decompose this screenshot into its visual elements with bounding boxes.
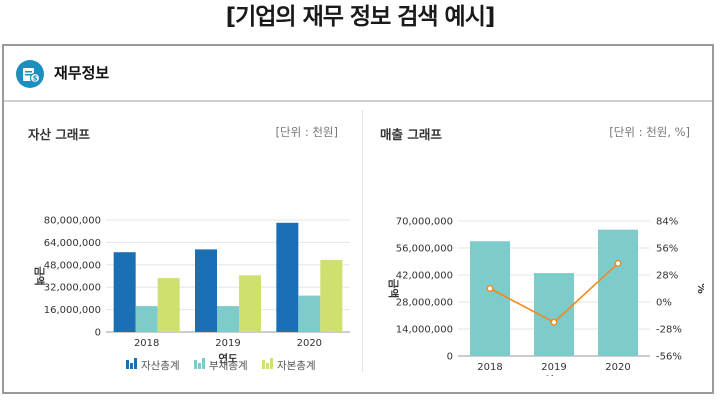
asset-bar-자본총계-2019 xyxy=(239,275,261,332)
sales-chart: 0 14,000,000 28,000,000 42,000,000 56,000,00… xyxy=(387,217,704,377)
sales-chart-card: 0 14,000,000 28,000,000 42,000,000 56,000,00… xyxy=(368,110,704,376)
sales-y-tick-label: 42,000,000 xyxy=(396,271,453,282)
asset-chart-unit: [단위 : 천원] xyxy=(275,125,338,139)
asset-bar-자산총계-2020 xyxy=(276,222,299,332)
sales-y-tick-label: 56,000,000 xyxy=(396,244,453,255)
sales-bar-2020 xyxy=(598,229,638,356)
card-divider xyxy=(362,110,363,372)
legend-bar-icon xyxy=(266,363,269,369)
asset-y-tick-label: 48,000,000 xyxy=(44,260,101,271)
asset-chart-card: 0 16,000,000 32,000,000 48,000,000 64,000,00… xyxy=(16,110,352,376)
sales-y-tick-label: 70,000,000 xyxy=(396,217,453,228)
sales-x-tick-label: 2020 xyxy=(605,362,630,373)
sales-growth-point-2018 xyxy=(486,284,494,292)
asset-y-tick-label: 80,000,000 xyxy=(44,216,101,227)
sales-growth-point-2020 xyxy=(614,259,622,267)
asset-bar-자산총계-2019 xyxy=(195,249,217,332)
asset-x-axis-label: 연도 xyxy=(218,352,238,365)
asset-y-tick-label: 64,000,000 xyxy=(44,238,101,249)
asset-bar-자산총계-2018 xyxy=(113,252,136,332)
asset-bar-자본총계-2020 xyxy=(320,259,343,332)
financial-info-panel: $ 재무정보 0 16,000,000 32,000,000 48,000,000 64… xyxy=(2,44,714,394)
asset-bar-부채총계-2018 xyxy=(135,306,158,332)
sales-y2-tick-label: 0% xyxy=(656,298,672,309)
sales-y-tick-label: 14,000,000 xyxy=(396,325,453,336)
asset-legend-label: 부채총계 xyxy=(209,360,248,372)
asset-chart-title: 자산 그래프 xyxy=(28,127,90,142)
sales-y2-tick-label: 84% xyxy=(656,217,678,228)
asset-y-tick-label: 16,000,000 xyxy=(44,305,101,316)
asset-x-tick-label: 2020 xyxy=(297,338,322,349)
asset-x-tick-label: 2019 xyxy=(215,338,240,349)
asset-legend-item: 부채총계 xyxy=(194,358,248,372)
sales-y-axis-label: 금액 xyxy=(387,279,399,298)
legend-bar-icon xyxy=(134,358,137,369)
sales-y-tick-label: 0 xyxy=(447,352,453,363)
page-heading: [기업의 재무 정보 검색 예시] xyxy=(225,4,496,30)
panel-title: 재무정보 xyxy=(54,64,110,82)
sales-x-tick-label: 2019 xyxy=(541,362,566,373)
legend-bar-icon xyxy=(194,360,197,369)
asset-x-tick-label: 2018 xyxy=(134,338,159,349)
sales-y2-tick-label: -28% xyxy=(656,325,682,336)
sales-y2-tick-label: 28% xyxy=(656,271,678,282)
legend-bar-icon xyxy=(198,363,201,369)
asset-legend-label: 자산총계 xyxy=(141,360,180,372)
sales-y-tick-label: 28,000,000 xyxy=(396,298,453,309)
legend-bar-icon xyxy=(262,360,265,369)
sales-y2-tick-label: 56% xyxy=(656,244,678,255)
sales-x-tick-label: 2018 xyxy=(477,362,502,373)
sales-chart-unit: [단위 : 천원, %] xyxy=(609,125,690,139)
asset-bar-부채총계-2020 xyxy=(298,295,321,332)
asset-y-tick-label: 32,000,000 xyxy=(44,283,101,294)
legend-bar-icon xyxy=(270,358,273,369)
sales-x-axis-label: 연도 xyxy=(544,374,564,376)
svg-text:$: $ xyxy=(33,75,38,83)
legend-bar-icon xyxy=(130,363,133,369)
asset-legend-item: 자산총계 xyxy=(126,358,180,372)
sales-growth-point-2019 xyxy=(550,318,558,326)
legend-bar-icon xyxy=(126,360,129,369)
sales-y2-axis-label: % xyxy=(695,283,704,294)
asset-bar-자본총계-2018 xyxy=(157,278,180,332)
asset-legend-label: 자본총계 xyxy=(277,360,316,372)
asset-bar-부채총계-2019 xyxy=(217,306,239,332)
sales-chart-title: 매출 그래프 xyxy=(380,127,442,142)
asset-legend-item: 자본총계 xyxy=(262,358,316,372)
asset-y-axis-label: 금액 xyxy=(33,266,45,285)
legend-bar-icon xyxy=(202,358,205,369)
sales-bar-2018 xyxy=(470,241,510,356)
asset-chart: 0 16,000,000 32,000,000 48,000,000 64,000,00… xyxy=(33,216,350,372)
panel-header: $ 재무정보 xyxy=(4,46,712,102)
sales-y2-tick-label: -56% xyxy=(656,352,682,363)
finance-icon: $ xyxy=(16,60,44,88)
asset-y-tick-label: 0 xyxy=(95,328,101,339)
